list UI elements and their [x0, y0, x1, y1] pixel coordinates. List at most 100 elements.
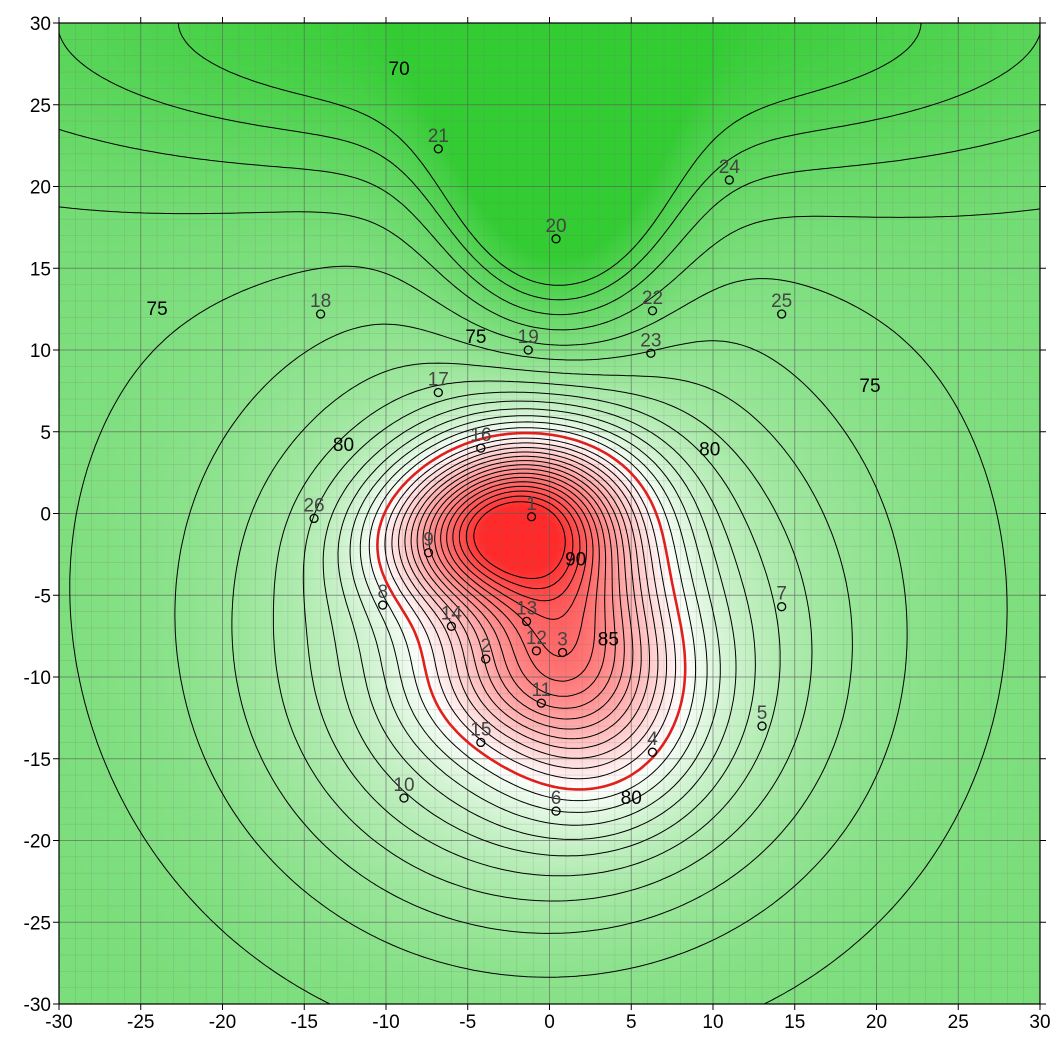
- x-tick-label: 10: [702, 1012, 723, 1033]
- point-marker-10: [399, 793, 409, 803]
- point-marker-19: [523, 345, 533, 355]
- point-label-19: 19: [518, 327, 539, 348]
- point-label-4: 4: [647, 729, 658, 750]
- contour-label-1: 75: [147, 299, 168, 320]
- x-tick-label: 30: [1029, 1012, 1050, 1033]
- x-tick-label: 25: [948, 1012, 969, 1033]
- point-marker-12: [531, 646, 542, 656]
- point-label-1: 1: [526, 494, 537, 515]
- y-tick-label: -15: [24, 750, 51, 771]
- x-tick-label: 20: [866, 1012, 887, 1033]
- y-tick-label: -20: [24, 832, 51, 853]
- contour-label-0: 70: [389, 59, 410, 80]
- contour-line-94: [465, 495, 574, 590]
- x-tick-label: 15: [784, 1012, 805, 1033]
- point-label-7: 7: [776, 584, 787, 605]
- point-label-9: 9: [423, 530, 434, 551]
- point-marker-2: [481, 654, 491, 664]
- point-label-25: 25: [771, 291, 792, 312]
- x-tick-label: -30: [45, 1012, 72, 1033]
- x-tick-label: 5: [626, 1012, 637, 1033]
- point-label-18: 18: [310, 291, 331, 312]
- y-tick-label: -25: [24, 913, 51, 934]
- point-label-21: 21: [428, 126, 449, 147]
- point-marker-8: [378, 600, 388, 610]
- point-marker-24: [724, 175, 734, 185]
- point-label-20: 20: [545, 216, 566, 237]
- contour-line-80: [376, 431, 687, 791]
- contour-line-75: [322, 400, 756, 857]
- contour-line-88: [428, 468, 616, 709]
- contour-line-84: [404, 451, 650, 749]
- point-label-15: 15: [470, 719, 491, 740]
- contour-line-89: [434, 472, 607, 697]
- point-label-10: 10: [393, 775, 414, 796]
- x-tick-label: -25: [127, 1012, 154, 1033]
- x-tick-label: -5: [459, 1012, 476, 1033]
- point-label-23: 23: [640, 330, 661, 351]
- point-label-16: 16: [470, 425, 491, 446]
- contour-line-83: [398, 447, 659, 759]
- contour-line-87: [422, 464, 625, 720]
- point-marker-11: [536, 698, 546, 708]
- point-label-26: 26: [303, 495, 324, 516]
- point-marker-3: [557, 647, 568, 658]
- point-label-24: 24: [719, 157, 741, 178]
- y-tick-label: 5: [40, 423, 51, 444]
- point-label-22: 22: [642, 288, 663, 309]
- point-label-12: 12: [526, 628, 547, 649]
- point-label-17: 17: [428, 370, 449, 391]
- point-label-6: 6: [551, 788, 562, 809]
- contour-line-95: [473, 501, 566, 579]
- point-marker-9: [423, 548, 434, 558]
- contour-line-91: [446, 481, 594, 657]
- point-marker-23: [646, 348, 656, 358]
- y-tick-label: 0: [40, 505, 51, 526]
- contour-label-7: 85: [598, 629, 619, 650]
- contour-line-66: [177, 23, 922, 286]
- point-marker-15: [476, 737, 486, 748]
- point-marker-6: [551, 806, 561, 816]
- contour-label-8: 90: [565, 549, 586, 570]
- point-label-2: 2: [480, 636, 491, 657]
- point-marker-17: [433, 387, 443, 398]
- contour-line-68: [59, 128, 1040, 316]
- point-marker-20: [551, 234, 561, 244]
- contour-line-90: [440, 476, 600, 682]
- y-tick-label: -30: [24, 995, 51, 1016]
- contour-line-72: [231, 362, 853, 934]
- contour-line-73: [272, 380, 813, 902]
- x-tick-label: 0: [544, 1012, 555, 1033]
- point-marker-22: [647, 306, 658, 316]
- contour-line-92: [452, 485, 588, 620]
- contour-label-2: 75: [465, 327, 486, 348]
- y-tick-label: 10: [30, 341, 51, 362]
- point-marker-25: [777, 309, 787, 319]
- x-tick-label: -20: [209, 1012, 236, 1033]
- contour-line-74: [302, 391, 781, 877]
- point-label-14: 14: [441, 603, 463, 624]
- contour-line-82: [391, 442, 668, 769]
- point-marker-26: [309, 513, 319, 524]
- point-label-8: 8: [377, 582, 388, 603]
- point-marker-18: [315, 309, 326, 319]
- point-label-3: 3: [557, 629, 568, 650]
- y-tick-label: 30: [30, 14, 51, 35]
- point-marker-21: [433, 144, 443, 154]
- x-tick-label: -10: [372, 1012, 399, 1033]
- y-tick-label: 20: [30, 178, 51, 199]
- contour-line-79: [368, 427, 697, 802]
- contour-label-6: 80: [621, 788, 642, 809]
- y-tick-label: -10: [24, 668, 51, 689]
- contour-line-71: [174, 323, 908, 978]
- point-marker-16: [476, 443, 486, 453]
- contour-line-86: [416, 460, 634, 730]
- contour-line-78: [359, 421, 708, 813]
- point-label-13: 13: [516, 598, 537, 619]
- point-label-5: 5: [757, 703, 768, 724]
- point-marker-14: [446, 621, 457, 631]
- contour-line-77: [349, 415, 721, 826]
- x-tick-label: -15: [291, 1012, 318, 1033]
